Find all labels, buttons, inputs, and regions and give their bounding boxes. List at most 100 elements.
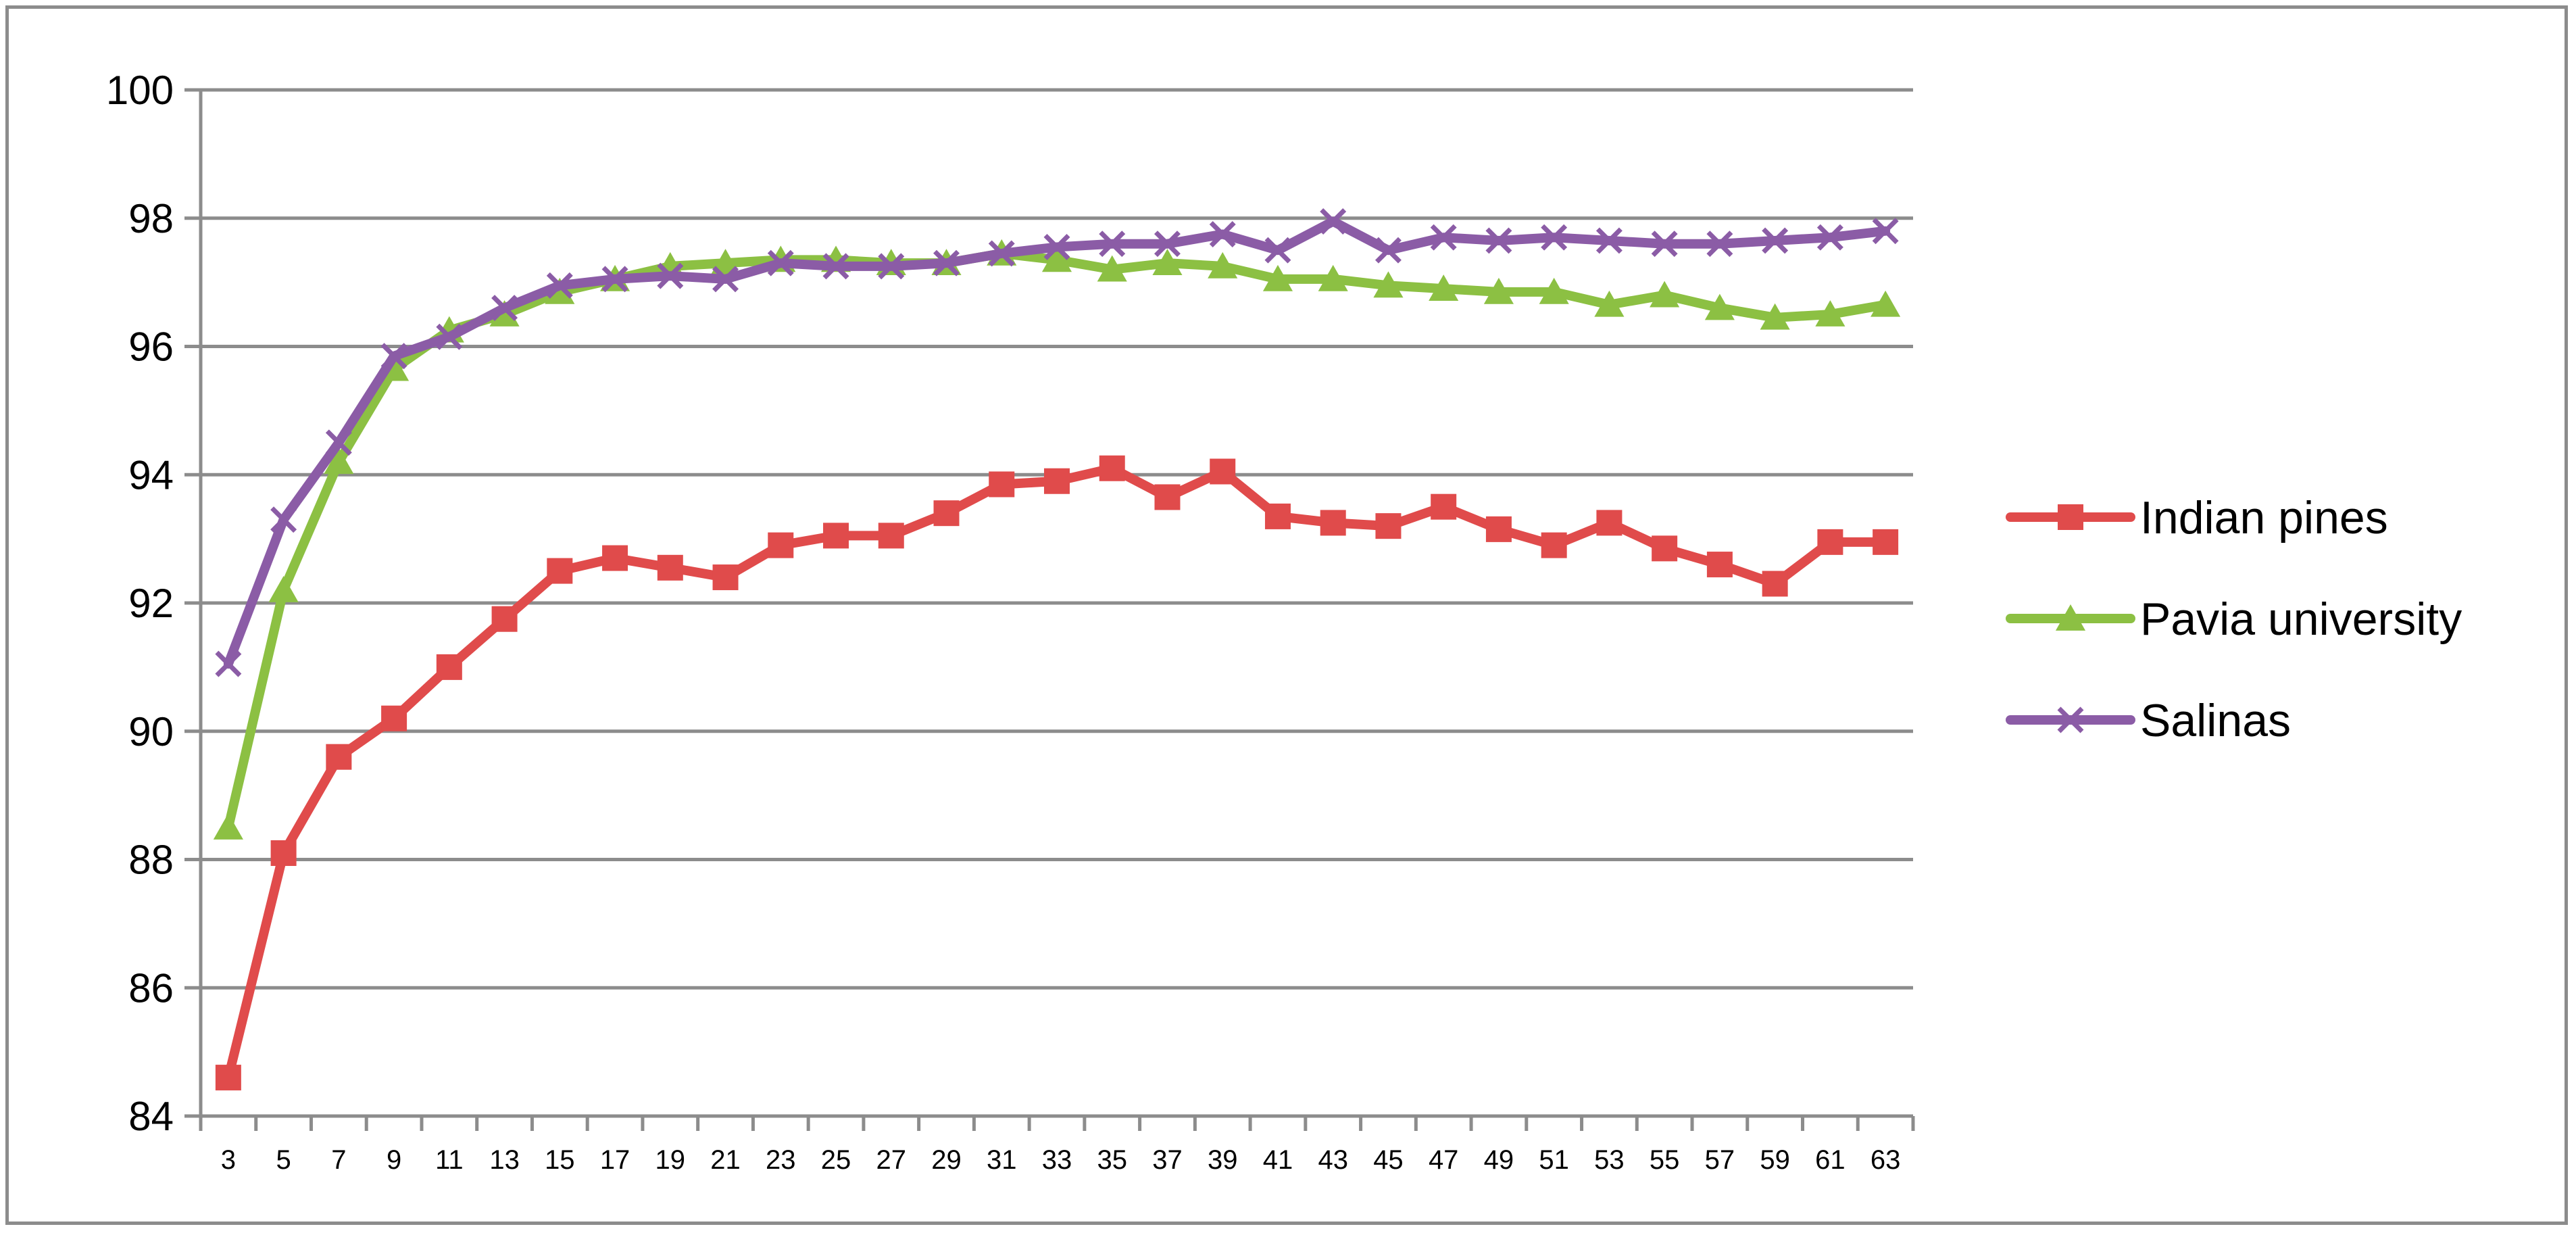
data-point	[545, 277, 575, 304]
data-point	[602, 545, 628, 571]
x-tick-label: 5	[276, 1145, 291, 1175]
y-tick-label: 92	[128, 581, 174, 626]
legend-entry-pavia-university: Pavia university	[2006, 594, 2462, 645]
marker-x-stroke	[325, 429, 352, 456]
data-point	[491, 295, 518, 322]
data-point	[1264, 237, 1291, 264]
x-tick-label: 29	[931, 1145, 962, 1175]
x-tick-label: 17	[600, 1145, 630, 1175]
x-tick-label: 25	[821, 1145, 851, 1175]
x-tick-label: 31	[987, 1145, 1017, 1175]
marker-x-stroke	[878, 253, 905, 280]
marker-x-stroke	[2057, 706, 2084, 733]
data-point	[436, 323, 463, 350]
marker-x-stroke	[822, 253, 849, 280]
y-tick-label: 100	[106, 68, 174, 113]
data-point	[1541, 224, 1568, 251]
data-point	[657, 554, 683, 581]
data-point	[1485, 227, 1512, 254]
data-point	[767, 249, 794, 276]
x-tick-label: 49	[1484, 1145, 1514, 1175]
x-tick-label: 57	[1705, 1145, 1735, 1175]
data-point	[1318, 264, 1348, 291]
data-point	[1262, 264, 1293, 291]
legend-label: Pavia university	[2140, 594, 2462, 645]
marker-x-stroke	[933, 249, 960, 276]
data-point	[1760, 303, 1790, 330]
data-point	[1320, 510, 1346, 536]
data-point	[1375, 513, 1402, 539]
marker-x-stroke	[491, 295, 518, 322]
x-tick-label: 7	[331, 1145, 346, 1175]
marker-x-stroke	[657, 262, 684, 289]
marker-x-stroke	[1816, 224, 1843, 251]
data-point	[1596, 510, 1623, 536]
data-point	[1541, 532, 1567, 558]
legend-label: Indian pines	[2140, 492, 2388, 543]
y-tick-label: 84	[128, 1094, 174, 1139]
legend-label: Salinas	[2140, 695, 2291, 746]
data-point	[1208, 251, 1238, 279]
x-tick-label: 45	[1373, 1145, 1404, 1175]
marker-x-stroke	[988, 240, 1015, 267]
data-point	[491, 606, 518, 632]
data-point	[270, 506, 297, 533]
marker-x-stroke	[436, 323, 463, 350]
y-tick-label: 90	[128, 709, 174, 754]
marker-x-stroke	[1154, 231, 1181, 258]
marker-x-stroke	[270, 506, 297, 533]
data-point	[1041, 245, 1072, 272]
data-point	[1154, 231, 1181, 258]
data-point	[1209, 220, 1236, 247]
data-point	[1099, 455, 1125, 481]
x-tick-label: 27	[876, 1145, 907, 1175]
data-point	[1704, 293, 1735, 320]
data-point	[1264, 503, 1291, 529]
data-point	[1816, 224, 1843, 251]
x-tick-label: 13	[489, 1145, 520, 1175]
x-tick-label: 59	[1760, 1145, 1790, 1175]
data-point	[1099, 231, 1126, 258]
data-point	[380, 343, 407, 370]
x-tick-label: 43	[1318, 1145, 1348, 1175]
marker-x-stroke	[1651, 231, 1678, 258]
marker-x-stroke	[1374, 237, 1402, 264]
data-point	[1044, 468, 1070, 494]
data-point	[325, 429, 352, 456]
y-tick-label: 86	[128, 965, 174, 1011]
data-point	[489, 300, 520, 327]
data-point	[1097, 255, 1127, 282]
data-point	[1706, 552, 1733, 578]
data-point	[1431, 493, 1457, 520]
x-tick-label: 11	[435, 1145, 464, 1175]
data-point	[1706, 231, 1733, 258]
data-point	[213, 813, 243, 840]
data-point	[1430, 224, 1457, 251]
data-point	[878, 523, 904, 549]
data-point	[1429, 274, 1459, 301]
data-point	[1043, 233, 1070, 260]
data-point	[1594, 290, 1625, 317]
marker-x-stroke	[601, 266, 628, 293]
y-tick-label: 98	[128, 196, 174, 241]
data-point	[1762, 227, 1789, 254]
marker-x-stroke	[1541, 224, 1568, 251]
x-tick-label: 9	[387, 1145, 401, 1175]
x-tick-label: 3	[221, 1145, 236, 1175]
chart-frame: 84 86 88 90 92 94 96 98 100 3 5 7 9 11 13 15 17 19 21 23 25 2…	[5, 5, 2568, 1225]
data-point	[712, 266, 739, 293]
y-tick-label: 88	[128, 838, 174, 883]
marker-x-stroke	[1706, 231, 1733, 258]
legend-entry-salinas: Salinas	[2006, 695, 2291, 746]
marker-x-stroke	[380, 343, 407, 370]
data-point	[268, 576, 299, 602]
legend-swatch-marker	[2055, 604, 2086, 631]
x-tick-label: 39	[1208, 1145, 1238, 1175]
marker-x-stroke	[1264, 237, 1291, 264]
data-point	[1871, 290, 1901, 317]
marker-x-stroke	[1595, 227, 1623, 254]
series-indian-pines	[215, 455, 1899, 1091]
x-tick-label: 35	[1097, 1145, 1127, 1175]
